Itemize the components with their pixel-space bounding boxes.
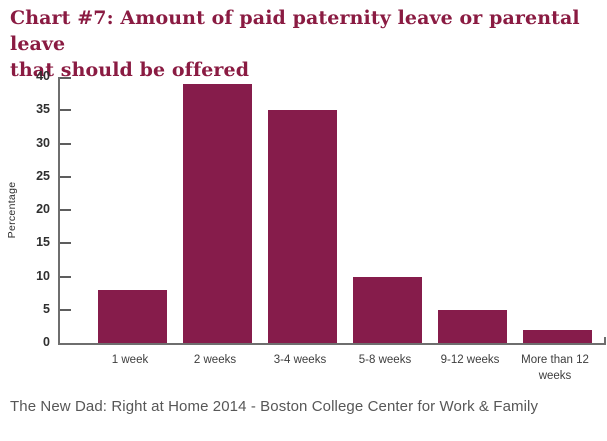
y-axis-tick bbox=[60, 142, 71, 145]
y-tick-label: 10 bbox=[36, 268, 50, 283]
x-tick-label: 9-12 weeks bbox=[440, 354, 500, 366]
chart-title: Chart #7: Amount of paid paternity leave… bbox=[10, 5, 590, 83]
x-axis-end-tick bbox=[604, 337, 606, 343]
chart-title-line-1: Chart #7: Amount of paid paternity leave… bbox=[10, 7, 580, 55]
bar-5 bbox=[437, 309, 507, 343]
y-axis-tick bbox=[60, 109, 71, 112]
chart-title-line-2: that should be offered bbox=[10, 59, 250, 81]
bar-6 bbox=[522, 329, 592, 343]
y-axis-tick bbox=[60, 209, 71, 211]
x-tick-label: 3-4 weeks bbox=[273, 354, 327, 366]
y-tick-label: 0 bbox=[43, 335, 50, 349]
y-tick-label: 20 bbox=[36, 202, 50, 216]
source-citation: The New Dad: Right at Home 2014 - Boston… bbox=[10, 398, 539, 415]
bar-4 bbox=[352, 276, 422, 343]
y-tick-label: 40 bbox=[36, 69, 50, 83]
bar-1 bbox=[97, 289, 167, 343]
y-axis-tick bbox=[60, 242, 71, 245]
x-tick-label: More than 12 weeks bbox=[521, 354, 589, 382]
y-tick-label: 15 bbox=[36, 235, 50, 250]
x-tick-label: 5-8 weeks bbox=[358, 354, 412, 366]
y-tick-label: 5 bbox=[43, 301, 50, 316]
y-tick-label: 25 bbox=[36, 168, 50, 183]
x-tick-label: 2 weeks bbox=[193, 354, 237, 366]
bar-2 bbox=[182, 83, 252, 343]
y-axis-tick bbox=[60, 275, 71, 278]
y-axis-tick bbox=[60, 175, 71, 178]
y-tick-label: 35 bbox=[36, 102, 50, 117]
plot-area bbox=[58, 77, 606, 345]
bar-3 bbox=[267, 110, 337, 343]
y-axis-tick bbox=[60, 308, 71, 311]
x-tick-label: 1 week bbox=[111, 354, 149, 366]
y-axis-tick bbox=[60, 77, 71, 79]
y-tick-label: 30 bbox=[36, 135, 50, 150]
